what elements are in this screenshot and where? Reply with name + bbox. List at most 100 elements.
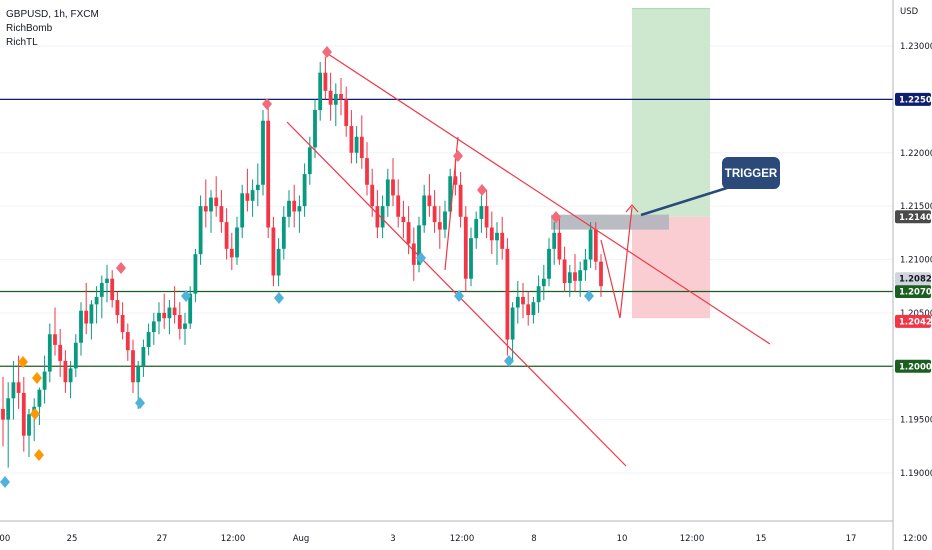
candle-body: [443, 211, 447, 230]
candle-body: [489, 227, 494, 241]
marker-buy[interactable]: [504, 355, 514, 367]
candle: [21, 376, 26, 452]
marker-buy[interactable]: [584, 290, 594, 302]
candle-body: [505, 248, 510, 340]
candle-body: [120, 315, 125, 333]
price-tag[interactable]: 1.20820: [895, 272, 932, 286]
candle-body: [105, 278, 109, 283]
candle-body: [380, 206, 385, 228]
candle-body: [193, 254, 198, 294]
marker-sell[interactable]: [322, 46, 332, 58]
y-tick-label: 1.21000: [900, 256, 932, 266]
candle-body: [1, 408, 5, 420]
candle-body: [344, 99, 349, 127]
candle-body: [276, 248, 281, 276]
marker-sell[interactable]: [18, 356, 28, 368]
candle-body: [11, 382, 16, 399]
candle-body: [536, 286, 541, 303]
marker-sell[interactable]: [262, 98, 272, 110]
candle-body: [250, 190, 255, 201]
x-tick-label: 27: [157, 534, 168, 544]
channel-upper-line[interactable]: [324, 51, 771, 345]
candle-body: [333, 94, 338, 105]
price-axis[interactable]: USD1.230001.220001.215001.210001.205001.…: [892, 0, 932, 550]
indicator-richtl[interactable]: RichTL: [6, 37, 38, 48]
candle-body: [593, 229, 598, 262]
stop-zone[interactable]: [632, 216, 710, 319]
marker-buy[interactable]: [135, 397, 145, 409]
candle-body: [588, 229, 593, 260]
marker-sell[interactable]: [551, 211, 561, 223]
candle: [27, 408, 31, 457]
target-zone[interactable]: [632, 8, 710, 217]
candle-body: [583, 259, 588, 271]
candle: [547, 238, 551, 287]
price-tag[interactable]: 1.20700: [895, 285, 932, 299]
candle-body: [521, 296, 525, 305]
candle: [151, 312, 156, 345]
candle: [110, 270, 115, 308]
marker-sell[interactable]: [477, 184, 487, 196]
candle-body: [110, 278, 115, 301]
marker-buy[interactable]: [454, 290, 464, 302]
candle: [489, 211, 494, 255]
candle-body: [89, 304, 94, 324]
candle-body: [261, 120, 265, 185]
candle-body: [411, 243, 416, 265]
candle: [281, 206, 286, 260]
candle: [79, 302, 83, 356]
price-tag[interactable]: 1.20422: [895, 314, 932, 328]
candle-body: [515, 296, 520, 308]
price-tag[interactable]: 1.22500: [895, 92, 932, 106]
candle: [427, 174, 432, 217]
x-tick-label: 17: [846, 534, 857, 544]
candle: [131, 339, 135, 393]
candle: [250, 179, 255, 217]
candle-body: [125, 332, 130, 351]
candle-body: [463, 216, 468, 279]
candle: [328, 72, 333, 121]
indicator-richbomb[interactable]: RichBomb: [6, 23, 53, 34]
candle-body: [157, 312, 161, 322]
price-tag[interactable]: 1.21400: [895, 210, 932, 224]
marker-buy[interactable]: [181, 290, 191, 302]
symbol-title[interactable]: GBPUSD, 1h, FXCM: [6, 9, 99, 20]
time-axis[interactable]: 12:00 25 27 12:00 Aug 3 12:00 8 10 12:00 15 17 12:00: [0, 520, 927, 544]
trigger-zone[interactable]: [551, 214, 669, 230]
price-tag[interactable]: 1.20000: [895, 359, 932, 373]
candle-body: [58, 344, 63, 361]
candle-body: [94, 296, 99, 305]
candle-body: [552, 232, 557, 249]
trigger-box[interactable]: [722, 157, 780, 189]
candle-body: [427, 195, 432, 207]
candle: [495, 222, 499, 265]
price-tag-bg: [895, 210, 931, 224]
candle: [219, 190, 224, 233]
candle-body: [292, 200, 297, 212]
marker-buy[interactable]: [30, 408, 40, 420]
candle: [469, 227, 473, 287]
candle-body: [6, 398, 11, 420]
marker-buy[interactable]: [416, 252, 426, 264]
candle-body: [281, 216, 286, 249]
candle-body: [203, 206, 208, 212]
marker-buy[interactable]: [34, 449, 44, 461]
candle-body: [396, 195, 401, 217]
candle-body: [370, 184, 375, 207]
candle-body: [354, 136, 359, 153]
candle: [177, 302, 182, 340]
x-tick-label: 3: [390, 534, 395, 544]
marker-sell[interactable]: [32, 372, 42, 384]
chart-grid: [0, 45, 893, 474]
candle-body: [131, 350, 135, 383]
marker-buy[interactable]: [274, 292, 284, 304]
candle: [105, 264, 109, 303]
candle: [505, 238, 510, 356]
candle-body: [401, 216, 406, 223]
price-tag-label: 1.20820: [899, 275, 932, 285]
marker-buy[interactable]: [0, 476, 10, 488]
marker-sell[interactable]: [116, 262, 126, 274]
candle: [552, 222, 557, 265]
marker-sell[interactable]: [453, 150, 463, 162]
